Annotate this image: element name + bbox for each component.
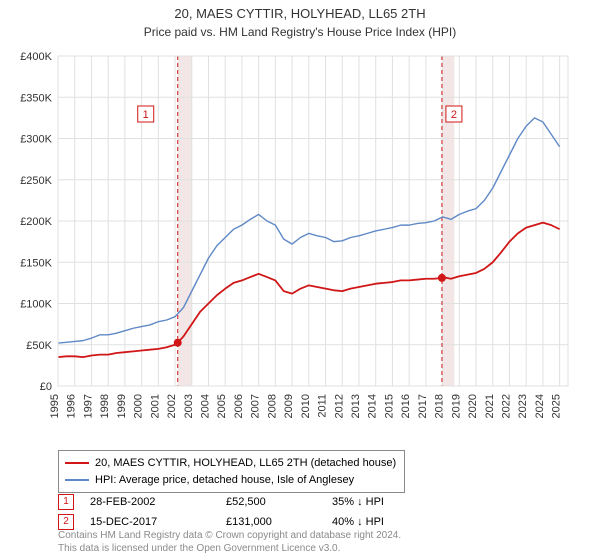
svg-text:2011: 2011: [317, 394, 329, 418]
svg-text:2022: 2022: [500, 394, 512, 418]
svg-text:2004: 2004: [199, 394, 211, 418]
sale-price: £52,500: [226, 496, 316, 508]
license-line2: This data is licensed under the Open Gov…: [58, 543, 401, 556]
svg-text:2005: 2005: [216, 394, 228, 418]
chart-title: 20, MAES CYTTIR, HOLYHEAD, LL65 2TH: [0, 0, 600, 23]
svg-text:£350K: £350K: [20, 92, 52, 104]
legend-swatch: [65, 479, 89, 481]
sale-marker: 2: [58, 514, 74, 530]
license-text: Contains HM Land Registry data © Crown c…: [58, 530, 401, 555]
svg-text:2009: 2009: [283, 394, 295, 418]
svg-text:2014: 2014: [367, 394, 379, 418]
svg-text:1997: 1997: [82, 394, 94, 418]
sales-table: 1 28-FEB-2002 £52,500 35% ↓ HPI 2 15-DEC-2017…: [58, 492, 452, 532]
sale-marker: 1: [58, 494, 74, 510]
svg-text:2008: 2008: [266, 394, 278, 418]
svg-text:2017: 2017: [417, 394, 429, 418]
svg-text:2: 2: [451, 109, 457, 121]
sale-price: £131,000: [226, 516, 316, 528]
license-line1: Contains HM Land Registry data © Crown c…: [58, 530, 401, 543]
svg-text:1996: 1996: [66, 394, 78, 418]
sale-date: 28-FEB-2002: [90, 496, 210, 508]
svg-text:£200K: £200K: [20, 216, 52, 228]
svg-text:2019: 2019: [450, 394, 462, 418]
svg-text:2015: 2015: [383, 394, 395, 418]
sale-row: 1 28-FEB-2002 £52,500 35% ↓ HPI: [58, 492, 452, 512]
svg-text:£400K: £400K: [20, 51, 52, 63]
chart-area: £0 £50K £100K £150K £200K £250K £300K £350K £400…: [0, 46, 600, 446]
svg-text:2013: 2013: [350, 394, 362, 418]
svg-text:1: 1: [143, 109, 149, 121]
svg-text:1998: 1998: [99, 394, 111, 418]
svg-text:2000: 2000: [133, 394, 145, 418]
svg-text:2016: 2016: [400, 394, 412, 418]
svg-text:2001: 2001: [149, 394, 161, 418]
svg-text:£100K: £100K: [20, 299, 52, 311]
svg-text:2010: 2010: [300, 394, 312, 418]
chart-subtitle: Price paid vs. HM Land Registry's House …: [0, 23, 600, 39]
svg-text:2007: 2007: [250, 394, 262, 418]
svg-text:2012: 2012: [333, 394, 345, 418]
legend-item: HPI: Average price, detached house, Isle…: [65, 472, 396, 489]
svg-text:£300K: £300K: [20, 134, 52, 146]
sale-date: 15-DEC-2017: [90, 516, 210, 528]
svg-text:£150K: £150K: [20, 257, 52, 269]
svg-text:1995: 1995: [49, 394, 61, 418]
sale-pct: 40% ↓ HPI: [332, 516, 452, 528]
sale-row: 2 15-DEC-2017 £131,000 40% ↓ HPI: [58, 512, 452, 532]
legend-item: 20, MAES CYTTIR, HOLYHEAD, LL65 2TH (det…: [65, 455, 396, 472]
svg-text:£50K: £50K: [26, 340, 52, 352]
svg-text:2021: 2021: [484, 394, 496, 418]
legend: 20, MAES CYTTIR, HOLYHEAD, LL65 2TH (det…: [58, 450, 405, 493]
legend-label: HPI: Average price, detached house, Isle…: [95, 472, 354, 489]
svg-text:2006: 2006: [233, 394, 245, 418]
svg-text:2003: 2003: [183, 394, 195, 418]
svg-text:2025: 2025: [551, 394, 563, 418]
svg-text:2002: 2002: [166, 394, 178, 418]
svg-text:1999: 1999: [116, 394, 128, 418]
svg-text:2024: 2024: [534, 394, 546, 418]
svg-text:2018: 2018: [434, 394, 446, 418]
svg-text:2020: 2020: [467, 394, 479, 418]
legend-label: 20, MAES CYTTIR, HOLYHEAD, LL65 2TH (det…: [95, 455, 396, 472]
svg-text:£0: £0: [40, 381, 52, 393]
svg-text:£250K: £250K: [20, 175, 52, 187]
sale-pct: 35% ↓ HPI: [332, 496, 452, 508]
svg-text:2023: 2023: [517, 394, 529, 418]
legend-swatch: [65, 462, 89, 464]
